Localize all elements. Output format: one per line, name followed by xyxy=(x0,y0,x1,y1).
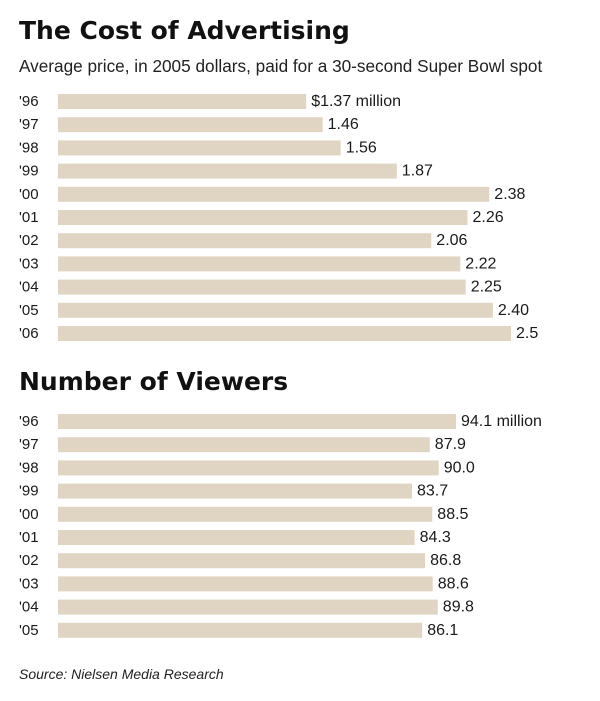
value-label: 2.06 xyxy=(436,232,467,249)
value-label: 86.8 xyxy=(430,552,461,569)
year-label: '98 xyxy=(19,139,39,156)
bar xyxy=(58,460,439,476)
value-label: 94.1 million xyxy=(461,413,542,430)
year-label: '01 xyxy=(19,529,39,546)
bar xyxy=(58,530,415,545)
cost-bar-chart: '96 $1.37 million '97 1.46 '98 1.56 '99 1.87 '00… xyxy=(0,90,600,350)
bar xyxy=(58,94,307,109)
bar xyxy=(58,576,433,592)
value-label: 90.0 xyxy=(444,459,475,476)
value-label: 1.56 xyxy=(346,139,377,156)
value-label: 88.6 xyxy=(438,575,469,592)
value-label: 83.7 xyxy=(417,483,448,500)
year-label: '98 xyxy=(19,459,39,476)
year-label: '06 xyxy=(19,325,39,342)
year-label: '02 xyxy=(19,552,39,569)
bar xyxy=(58,117,323,133)
bar xyxy=(58,483,412,499)
bar xyxy=(58,256,461,272)
bar xyxy=(58,302,493,318)
year-label: '02 xyxy=(19,232,39,249)
bar xyxy=(58,163,397,179)
bar xyxy=(58,233,432,249)
value-label: 2.26 xyxy=(473,209,504,226)
bar xyxy=(58,437,430,453)
value-label: 86.1 xyxy=(427,622,458,639)
year-label: '00 xyxy=(19,186,39,203)
viewers-chart-title: Number of Viewers xyxy=(19,367,289,396)
year-label: '05 xyxy=(19,622,39,639)
chart-svg: '96 $1.37 million '97 1.46 '98 1.56 '99 1.87 '00… xyxy=(19,93,538,342)
bar xyxy=(58,326,511,341)
year-label: '01 xyxy=(19,209,39,226)
value-label: 1.46 xyxy=(328,116,359,133)
bar xyxy=(58,599,438,615)
value-label: 89.8 xyxy=(443,599,474,616)
year-label: '04 xyxy=(19,279,39,296)
bar xyxy=(58,140,341,156)
value-label: 84.3 xyxy=(420,529,451,546)
cost-chart-subtitle: Average price, in 2005 dollars, paid for… xyxy=(19,56,543,76)
year-label: '03 xyxy=(19,255,39,272)
year-label: '04 xyxy=(19,599,39,616)
value-label: 2.22 xyxy=(465,255,496,272)
source-note: Source: Nielsen Media Research xyxy=(19,666,224,682)
bar xyxy=(58,506,433,522)
bar xyxy=(58,210,468,225)
value-label: 2.38 xyxy=(494,186,525,203)
bar xyxy=(58,414,456,429)
value-label: 2.40 xyxy=(498,302,529,319)
value-label: $1.37 million xyxy=(311,93,401,110)
year-label: '99 xyxy=(19,483,39,500)
bar xyxy=(58,186,490,202)
year-label: '05 xyxy=(19,302,39,319)
value-label: 2.5 xyxy=(516,325,538,342)
value-label: 88.5 xyxy=(437,506,468,523)
year-label: '96 xyxy=(19,413,39,430)
year-label: '03 xyxy=(19,575,39,592)
cost-chart-title: The Cost of Advertising xyxy=(19,16,350,45)
year-label: '00 xyxy=(19,506,39,523)
value-label: 87.9 xyxy=(435,436,466,453)
year-label: '99 xyxy=(19,163,39,180)
value-label: 2.25 xyxy=(471,279,502,296)
bar xyxy=(58,622,423,638)
year-label: '97 xyxy=(19,116,39,133)
year-label: '97 xyxy=(19,436,39,453)
viewers-bar-chart: '96 94.1 million '97 87.9 '98 90.0 '99 83.7 '00 8… xyxy=(0,410,600,646)
year-label: '96 xyxy=(19,93,39,110)
bar xyxy=(58,553,426,569)
chart-svg: '96 94.1 million '97 87.9 '98 90.0 '99 83.7 '00 8… xyxy=(19,413,542,639)
bar xyxy=(58,279,466,295)
value-label: 1.87 xyxy=(402,163,433,180)
